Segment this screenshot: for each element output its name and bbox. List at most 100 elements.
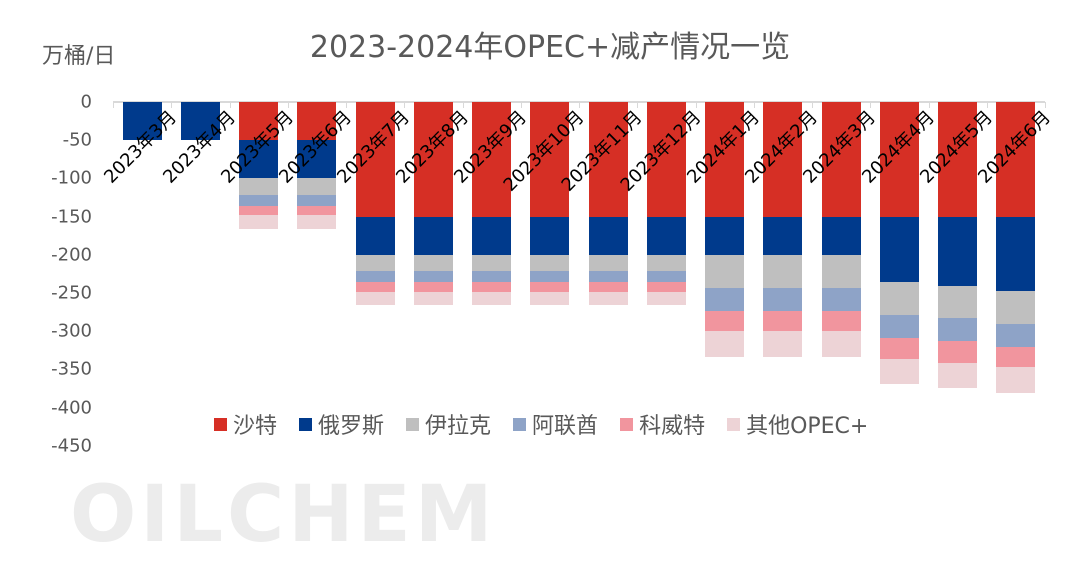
bar-segment: [530, 216, 570, 255]
bar-segment: [821, 287, 861, 312]
bar-segment: [705, 216, 745, 255]
bar-segment: [646, 291, 686, 305]
bar-segment: [996, 367, 1036, 394]
bar-segment: [879, 216, 919, 283]
x-axis-tick: [637, 102, 639, 108]
legend-item: 科威特: [620, 408, 705, 440]
bar-segment: [763, 311, 803, 332]
legend-label: 阿联酋: [532, 414, 599, 439]
bar-segment: [180, 102, 220, 141]
bar-segment: [821, 311, 861, 332]
legend-label: 科威特: [639, 414, 706, 439]
bar-segment: [879, 315, 919, 339]
y-tick-label: -100: [51, 167, 92, 189]
y-tick-label: -200: [51, 244, 92, 266]
bar-segment: [705, 254, 745, 288]
watermark: OILCHEM: [70, 470, 497, 560]
bar-segment: [413, 216, 453, 255]
bar-segment: [763, 331, 803, 358]
bar-segment: [646, 216, 686, 255]
bar-segment: [588, 102, 628, 217]
legend: 沙特 俄罗斯 伊拉克 阿联酋 科威特 其他OPEC+: [214, 408, 868, 440]
legend-label: 其他OPEC+: [746, 414, 869, 439]
x-axis-tick: [113, 102, 114, 108]
legend-item: 沙特: [214, 408, 277, 440]
y-tick-label: -450: [51, 435, 92, 457]
bar-segment: [646, 270, 686, 282]
bar-segment: [413, 254, 453, 271]
legend-swatch-icon: [406, 417, 420, 431]
y-tick-label: -300: [51, 320, 92, 342]
bar-segment: [239, 102, 279, 141]
bar-segment: [472, 102, 512, 217]
y-tick-label: -250: [51, 282, 92, 304]
bar-segment: [355, 291, 395, 305]
bar-segment: [821, 331, 861, 358]
x-axis-tick: [520, 102, 522, 108]
bar-segment: [297, 178, 337, 195]
bar-segment: [705, 311, 745, 332]
bar-segment: [763, 287, 803, 312]
bar-segment: [821, 102, 861, 217]
bar-segment: [413, 102, 453, 217]
x-axis-tick: [695, 102, 697, 108]
bar-segment: [355, 270, 395, 282]
bar-segment: [763, 102, 803, 217]
bar-segment: [646, 254, 686, 271]
bar-segment: [938, 216, 978, 287]
bar-segment: [530, 102, 570, 217]
x-axis-tick: [287, 102, 289, 108]
bar-segment: [938, 341, 978, 363]
bar-segment: [879, 338, 919, 359]
bar-segment: [821, 216, 861, 255]
bar-segment: [413, 291, 453, 305]
chart-title: 2023-2024年OPEC+减产情况一览: [309, 30, 791, 65]
bar-segment: [588, 254, 628, 271]
legend-swatch-icon: [513, 417, 527, 431]
bar-segment: [530, 270, 570, 282]
bar-segment: [297, 102, 337, 141]
y-tick-label: -50: [62, 129, 92, 151]
bar-segment: [938, 286, 978, 319]
bar-segment: [297, 215, 337, 229]
bar-segment: [588, 291, 628, 305]
bar-segment: [472, 216, 512, 255]
bar-segment: [413, 270, 453, 282]
bar-segment: [239, 215, 279, 229]
y-tick-label: -400: [51, 397, 92, 419]
bar-segment: [472, 254, 512, 271]
x-axis-tick: [928, 102, 930, 108]
y-tick-label: -350: [51, 358, 92, 380]
bar-segment: [472, 291, 512, 305]
bar-segment: [879, 282, 919, 316]
bar-segment: [588, 216, 628, 255]
bar-segment: [705, 287, 745, 312]
legend-item: 阿联酋: [513, 408, 598, 440]
legend-label: 沙特: [233, 414, 278, 439]
bar-segment: [355, 216, 395, 255]
bar-segment: [938, 318, 978, 342]
x-axis-tick: [229, 102, 231, 108]
legend-swatch-icon: [214, 417, 227, 431]
x-axis-tick: [462, 102, 464, 108]
bar-segment: [996, 347, 1036, 368]
bar-segment: [879, 358, 919, 384]
bar-segment: [355, 254, 395, 271]
y-axis-unit: 万桶/日: [42, 44, 116, 69]
bar-segment: [297, 140, 337, 179]
legend-item: 其他OPEC+: [727, 408, 868, 440]
bar-segment: [530, 254, 570, 271]
x-axis-tick: [579, 102, 580, 108]
bar-segment: [239, 140, 279, 179]
bar-segment: [821, 254, 861, 288]
bar-segment: [355, 102, 395, 217]
bar-segment: [705, 331, 745, 358]
bar-segment: [705, 102, 745, 217]
bar-segment: [122, 102, 162, 141]
y-tick-label: -150: [51, 206, 92, 228]
bar-segment: [996, 216, 1036, 291]
x-axis-tick: [346, 102, 347, 108]
bar-segment: [239, 205, 279, 216]
bar-segment: [996, 323, 1036, 348]
bar-segment: [297, 205, 337, 216]
